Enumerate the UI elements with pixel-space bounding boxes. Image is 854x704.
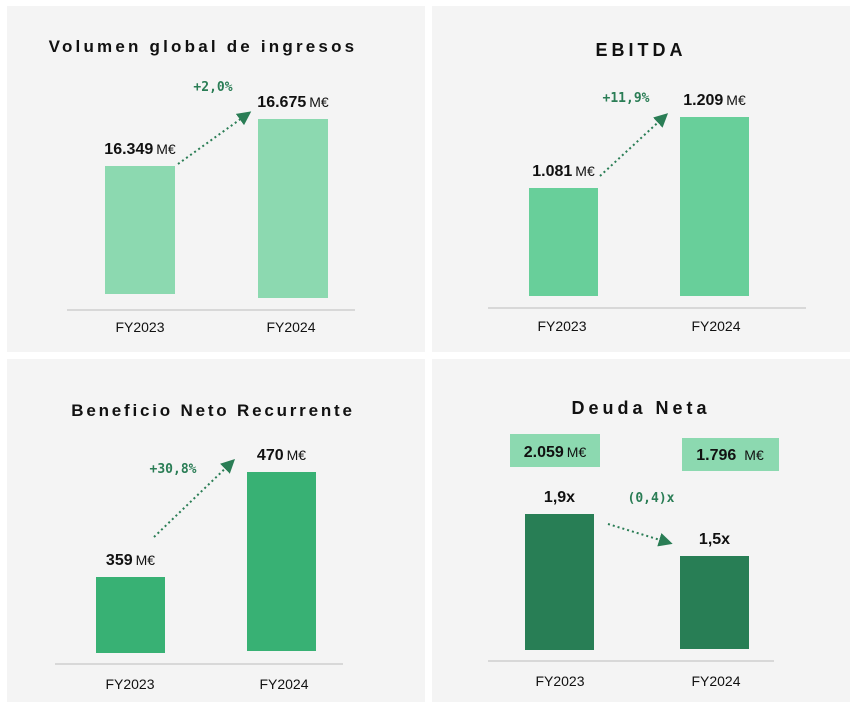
debt-box-label-fy2024: 1.796 M€ (696, 447, 764, 464)
deuda-panel: Deuda Neta 2.059 M€ 1.796 M€ 1,9x 1,5x (0,… (432, 359, 850, 702)
bar-fy2024 (258, 119, 328, 298)
bar-fy2023 (525, 514, 594, 650)
value-number: 1,5x (699, 531, 730, 548)
volumen-panel: Volumen global de ingresos 16.349 M€ 16.6… (7, 6, 425, 352)
debt-box-unit: M€ (567, 444, 587, 460)
bar-fy2023 (96, 577, 165, 653)
growth-label: +30,8% (150, 462, 197, 477)
tick-fy2023: FY2023 (537, 318, 586, 334)
growth-label: +11,9% (603, 91, 650, 106)
chart-title: Volumen global de ingresos (49, 37, 358, 56)
tick-fy2024: FY2024 (266, 319, 315, 335)
value-number: 1.081 (532, 163, 572, 180)
ebitda-panel: EBITDA 1.081 M€ 1.209 M€ +11,9% FY2023 FY2… (432, 6, 850, 352)
deuda-chart: Deuda Neta 2.059 M€ 1.796 M€ 1,9x 1,5x (0,… (488, 398, 779, 689)
tick-fy2024: FY2024 (691, 673, 740, 689)
value-unit: M€ (287, 447, 307, 463)
growth-arrow (177, 111, 252, 165)
value-label-fy2023: 1.081 M€ (532, 163, 595, 180)
tick-fy2023: FY2023 (105, 676, 154, 692)
value-number: 1,9x (544, 489, 575, 506)
bar-fy2023 (529, 188, 598, 296)
tick-fy2024: FY2024 (259, 676, 308, 692)
ebitda-chart: EBITDA 1.081 M€ 1.209 M€ +11,9% FY2023 FY2… (488, 40, 806, 334)
tick-fy2024: FY2024 (691, 318, 740, 334)
value-label-fy2024: 470 M€ (257, 447, 306, 464)
value-number: 359 (106, 552, 133, 569)
value-unit: M€ (309, 94, 329, 110)
growth-label: (0,4)x (628, 491, 675, 506)
value-label-fy2024: 16.675 M€ (257, 94, 329, 111)
value-label-fy2024: 1.209 M€ (683, 92, 746, 109)
value-unit: M€ (156, 141, 176, 157)
chart-title: Beneficio Neto Recurrente (71, 401, 355, 420)
value-label-fy2023: 359 M€ (106, 552, 155, 569)
value-number: 470 (257, 447, 284, 464)
bar-fy2024 (680, 117, 749, 296)
tick-fy2023: FY2023 (115, 319, 164, 335)
value-label-fy2023: 1,9x (544, 489, 575, 506)
beneficio-panel: Beneficio Neto Recurrente 359 M€ 470 M€ +3… (7, 359, 425, 702)
debt-box-value: 1.796 (696, 447, 736, 464)
beneficio-chart: Beneficio Neto Recurrente 359 M€ 470 M€ +3… (55, 401, 355, 692)
debt-box-value: 2.059 (524, 444, 564, 461)
bar-fy2024 (247, 472, 316, 651)
tick-fy2023: FY2023 (535, 673, 584, 689)
value-label-fy2024: 1,5x (699, 531, 730, 548)
growth-label: +2,0% (193, 80, 232, 95)
debt-box-unit: M€ (744, 447, 764, 463)
value-number: 16.675 (257, 94, 306, 111)
growth-arrow (599, 113, 669, 177)
volumen-chart: Volumen global de ingresos 16.349 M€ 16.6… (49, 37, 358, 335)
value-unit: M€ (575, 163, 595, 179)
value-unit: M€ (136, 552, 156, 568)
debt-box-fy2023 (510, 434, 600, 467)
value-unit: M€ (726, 92, 746, 108)
bar-fy2023 (105, 166, 175, 294)
growth-arrow (153, 459, 236, 538)
bar-fy2024 (680, 556, 749, 649)
chart-title: Deuda Neta (571, 398, 710, 418)
debt-box-label-fy2023: 2.059 M€ (524, 444, 587, 461)
value-number: 1.209 (683, 92, 723, 109)
growth-arrow (607, 523, 673, 547)
chart-title: EBITDA (596, 40, 687, 60)
value-label-fy2023: 16.349 M€ (104, 141, 176, 158)
value-number: 16.349 (104, 141, 153, 158)
debt-box-fy2024 (682, 438, 779, 471)
